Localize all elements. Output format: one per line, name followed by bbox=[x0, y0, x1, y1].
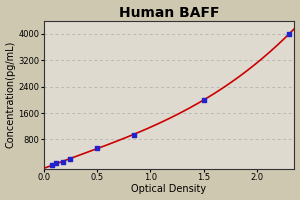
Point bbox=[60, 160, 65, 164]
Point bbox=[68, 158, 73, 161]
Point bbox=[132, 133, 137, 136]
Point bbox=[54, 162, 59, 165]
X-axis label: Optical Density: Optical Density bbox=[131, 184, 207, 194]
Point bbox=[94, 146, 99, 149]
Point bbox=[287, 32, 292, 36]
Point bbox=[50, 163, 55, 166]
Y-axis label: Concentration(pg/mL): Concentration(pg/mL) bbox=[6, 41, 16, 148]
Point bbox=[201, 98, 206, 101]
Title: Human BAFF: Human BAFF bbox=[119, 6, 219, 20]
